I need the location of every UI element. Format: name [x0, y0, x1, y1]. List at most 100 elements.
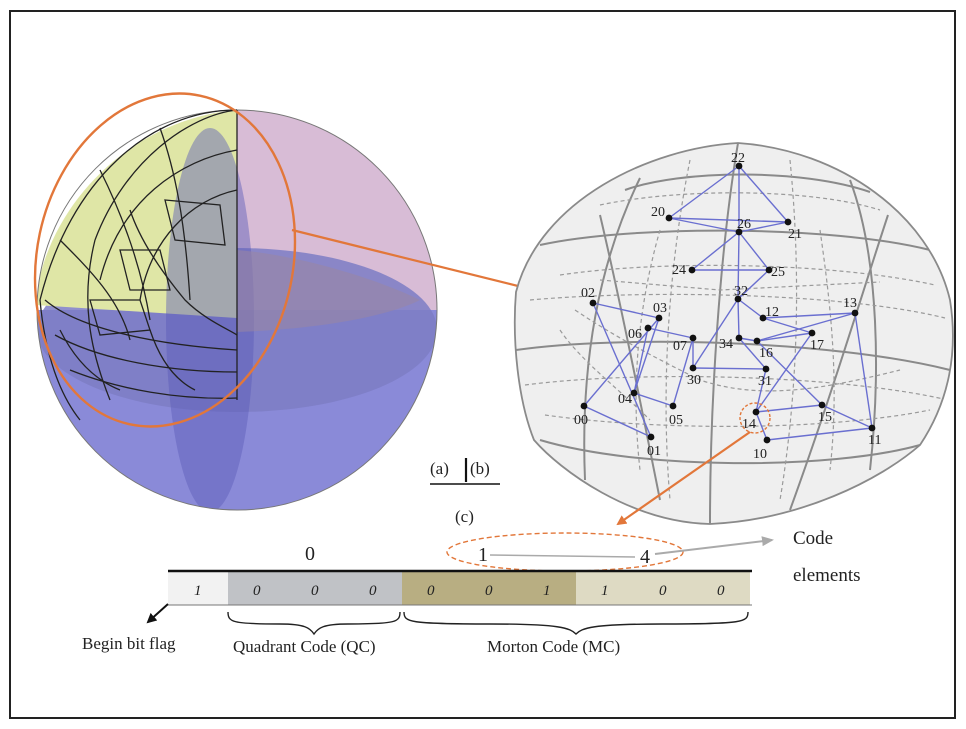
morton-path-segment	[762, 317, 813, 334]
morton-node-dot	[589, 299, 597, 307]
bit-cell	[576, 572, 634, 605]
morton-node-dot	[808, 329, 816, 337]
bit-value: 0	[311, 583, 319, 599]
morton-node-label: 34	[719, 337, 733, 352]
morton-path-segment	[854, 312, 873, 429]
highlight-circle	[739, 402, 771, 434]
morton-node-dot	[735, 228, 743, 236]
morton-node-label: 17	[810, 338, 824, 353]
morton-node-dot	[689, 364, 697, 372]
morton-path-segment	[668, 217, 740, 233]
bit-value: 0	[369, 583, 377, 599]
morton-path-segment	[633, 327, 649, 394]
morton-path-segment	[592, 302, 660, 319]
morton-path-segment	[692, 298, 739, 369]
morton-path-segment	[756, 340, 823, 406]
morton-node-dot	[669, 402, 677, 410]
morton-node-label: 30	[687, 373, 701, 388]
morton-node-label: 03	[653, 301, 667, 316]
morton-path-segment	[672, 337, 694, 407]
morton-node-dot	[763, 436, 771, 444]
morton-path-segment	[738, 221, 789, 233]
dome-outline	[513, 142, 954, 525]
morton-node-label: 25	[771, 265, 785, 280]
bit-value: 0	[659, 583, 667, 599]
quadrant-code-label: Quadrant Code (QC)	[233, 637, 376, 656]
morton-node-label: 10	[753, 447, 767, 462]
mc-brace	[403, 611, 749, 635]
morton-node-label: 07	[673, 339, 687, 354]
code-element-first: 1	[478, 544, 488, 566]
morton-node-dot	[644, 324, 652, 332]
qc-brace	[227, 611, 401, 636]
bit-cell	[286, 572, 344, 605]
morton-node-dot	[765, 266, 773, 274]
morton-path-segment	[692, 367, 767, 370]
morton-node-label: 20	[651, 205, 665, 220]
morton-node-label: 16	[759, 346, 773, 361]
morton-path-segment	[755, 332, 813, 413]
bit-cell	[460, 572, 518, 605]
morton-node-label: 21	[788, 227, 802, 242]
sphere-green-octant	[37, 110, 237, 318]
code-elements-label-line1: Code	[793, 528, 833, 549]
morton-node-label: 00	[574, 413, 588, 428]
morton-node-dot	[580, 402, 588, 410]
morton-node-label: 32	[734, 284, 748, 299]
morton-node-dot	[818, 401, 826, 409]
begin-bit-arrow	[146, 603, 169, 624]
morton-path-segment	[668, 217, 789, 223]
morton-node-label: 02	[581, 286, 595, 301]
morton-node-dot	[689, 334, 697, 342]
morton-node-label: 06	[628, 327, 642, 342]
morton-node-label: 11	[868, 433, 881, 448]
morton-node-dot	[762, 365, 770, 373]
morton-node-dot	[753, 337, 761, 345]
bit-cell	[168, 572, 228, 605]
morton-path-segment	[737, 231, 740, 300]
code-elements-label-line2: elements	[793, 565, 861, 586]
bit-cell	[518, 572, 576, 605]
morton-path-segment	[691, 231, 740, 271]
morton-node-label: 31	[758, 374, 772, 389]
morton-path-segment	[738, 165, 789, 223]
morton-path-segment	[592, 302, 652, 438]
morton-node-dot	[735, 162, 743, 170]
morton-path-segment	[821, 404, 873, 429]
morton-path-segment	[633, 392, 674, 407]
morton-path-segment	[755, 404, 823, 413]
morton-node-dot	[647, 433, 655, 441]
morton-path-segment	[762, 312, 856, 319]
morton-node-dot	[655, 314, 663, 322]
bit-cell	[228, 572, 286, 605]
panel-labels: (a) (b) (c)	[430, 458, 500, 526]
morton-node-dot	[868, 424, 876, 432]
bit-value: 1	[601, 583, 609, 599]
morton-nodes: 22 20 21 26 24 25 02 03 06 32 12 13 07 34 16 17 30 31 04 00…	[574, 151, 881, 462]
morton-path-segment	[766, 427, 873, 441]
morton-node-label: 12	[765, 305, 779, 320]
morton-node-label: 04	[618, 392, 632, 407]
morton-path-segment	[668, 165, 740, 219]
begin-bit-flag-label: Begin bit flag	[82, 634, 176, 653]
code-elements-arrow	[654, 536, 774, 555]
bit-cell	[692, 572, 750, 605]
panel-label-a: (a)	[430, 459, 449, 478]
morton-path-segment	[633, 317, 660, 394]
morton-node-dot	[665, 214, 673, 222]
panel-label-b: (b)	[470, 459, 490, 478]
zoom-arrow	[291, 228, 528, 291]
bit-bar: 1 0 0 0 0 0 1 1 0 0	[168, 572, 752, 606]
morton-node-label: 15	[818, 410, 832, 425]
octant-grid	[39, 109, 238, 421]
morton-path-segment	[738, 231, 770, 271]
morton-node-label: 24	[672, 263, 686, 278]
morton-node-dot	[734, 295, 742, 303]
morton-node-label: 01	[647, 444, 661, 459]
code-panel: 0 1 4 Code elements 1 0 0 0 0 0 1 1 0 0 Begin bit…	[82, 528, 861, 656]
bit-cell	[634, 572, 692, 605]
morton-path-segment	[756, 312, 856, 342]
morton-node-label: 26	[737, 217, 751, 232]
